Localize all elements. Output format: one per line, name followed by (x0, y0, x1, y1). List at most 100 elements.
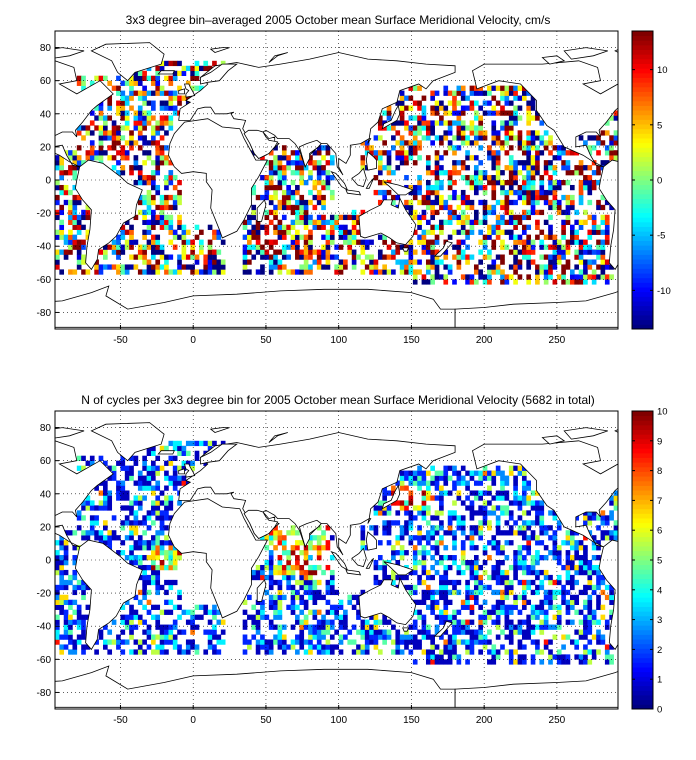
bin-cell (543, 199, 549, 206)
bin-cell (530, 244, 536, 250)
bin-cell (124, 475, 130, 481)
colorbar-swatch (632, 235, 653, 241)
bin-cell (68, 189, 73, 196)
bin-cell (517, 194, 523, 201)
bin-cell (277, 175, 283, 181)
bin-cell (216, 634, 222, 640)
bin-cell (574, 279, 580, 285)
bin-cell (146, 239, 152, 245)
bin-cell (478, 125, 483, 131)
bin-cell (85, 505, 91, 511)
bin-cell (609, 204, 614, 211)
bin-cell (255, 639, 261, 645)
bin-cell (404, 95, 409, 101)
bin-cell (391, 145, 396, 151)
bin-cell (146, 189, 152, 196)
bin-cell (495, 579, 501, 586)
bin-cell (578, 654, 584, 660)
bin-cell (539, 624, 545, 630)
bin-cell (487, 150, 492, 156)
coastline (157, 70, 175, 75)
bin-cell (203, 264, 209, 270)
bin-cell (430, 184, 435, 191)
bin-cell (504, 229, 510, 235)
bin-cell (377, 649, 383, 655)
bin-cell (133, 115, 139, 121)
bin-cell (142, 244, 147, 250)
bin-cell (460, 599, 466, 605)
bin-cell (103, 644, 108, 650)
bin-cell (548, 229, 553, 235)
bin-cell (303, 259, 309, 265)
bin-cell (399, 100, 405, 106)
bin-cell (273, 569, 278, 576)
bin-cell (190, 249, 195, 255)
x-tick-label: 50 (260, 335, 272, 346)
bin-cell (151, 180, 156, 186)
bin-cell (600, 604, 606, 610)
bin-cell (526, 170, 532, 176)
bin-cell (530, 659, 536, 665)
bin-cell (587, 180, 593, 186)
bin-cell (443, 579, 449, 586)
bin-cell (172, 470, 178, 476)
bin-cell (68, 639, 73, 645)
bin-cell (146, 219, 152, 225)
bin-cell (408, 634, 414, 640)
bin-cell (146, 579, 152, 586)
bin-cell (360, 624, 366, 630)
bin-cell (421, 649, 427, 655)
bin-cell (513, 189, 518, 196)
bin-cell (456, 229, 462, 235)
bin-cell (487, 510, 492, 516)
bin-cell (59, 175, 65, 181)
bin-cell (596, 619, 601, 625)
bin-cell (482, 209, 488, 216)
bin-cell (159, 530, 165, 536)
bin-cell (299, 624, 305, 630)
bin-cell (469, 619, 475, 625)
bin-cell (364, 629, 370, 635)
bin-cell (264, 229, 270, 235)
bin-cell (137, 520, 143, 526)
bin-cell (273, 194, 278, 201)
bin-cell (473, 155, 479, 161)
coastline (178, 88, 185, 95)
bin-cell (530, 624, 536, 630)
bin-cell (513, 480, 518, 486)
bin-cell (268, 599, 274, 605)
coastline (330, 170, 349, 191)
bin-cell (460, 530, 466, 536)
colorbar-swatch (632, 643, 653, 649)
bin-cell (447, 180, 453, 186)
bin-cell (508, 500, 514, 506)
bin-cell (159, 214, 165, 221)
bin-cell (447, 644, 453, 650)
bin-cell (124, 155, 130, 161)
bin-cell (425, 530, 431, 536)
colorbar-tick-label: 10 (657, 65, 668, 76)
bin-cell (168, 540, 174, 546)
bin-cell (159, 244, 165, 250)
bin-cell (63, 234, 69, 240)
bin-cell (473, 495, 479, 501)
bin-cell (373, 155, 379, 161)
bin-cell (439, 510, 444, 516)
bin-cell (151, 649, 156, 655)
bin-cell (569, 279, 575, 285)
bin-cell (521, 525, 527, 531)
bin-cell (59, 579, 65, 586)
colorbar-swatch (632, 203, 653, 209)
bin-cell (137, 90, 143, 96)
bin-cell (120, 540, 126, 546)
coastline (345, 569, 362, 576)
bin-cell (609, 155, 614, 161)
bin-cell (264, 644, 270, 650)
bin-cell (207, 445, 213, 452)
bin-cell (94, 505, 99, 511)
bin-cell (299, 644, 305, 650)
bin-cell (137, 75, 143, 81)
bin-cell (159, 634, 165, 640)
bin-cell (495, 614, 501, 620)
bin-cell (482, 634, 488, 640)
